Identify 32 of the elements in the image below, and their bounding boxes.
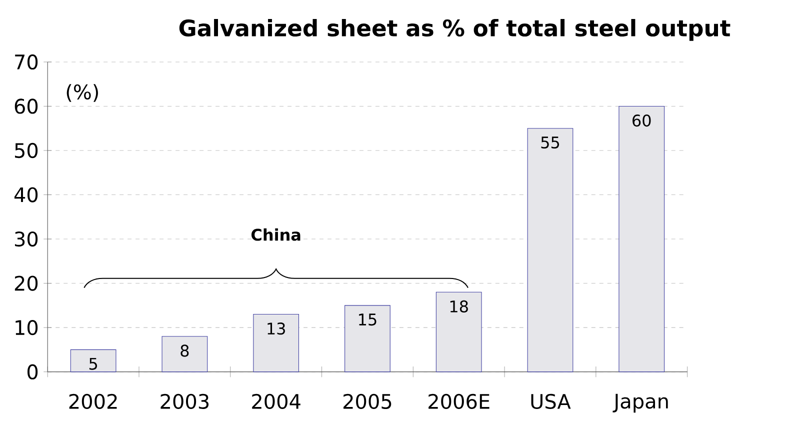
x-tick-label: 2006E (428, 394, 490, 410)
annotation: China (251, 228, 300, 241)
chart-title: Galvanized sheet as % of total steel output (179, 19, 730, 42)
y-tick-label: 10 (16, 320, 38, 336)
y-tick-label: 30 (14, 232, 38, 247)
bar (70, 350, 116, 372)
data-label: 18 (450, 300, 468, 313)
data-label: 8 (180, 344, 189, 357)
y-tick-label: 40 (14, 187, 38, 202)
bar (344, 305, 390, 372)
x-tick-label: USA (531, 394, 571, 410)
y-tick-label: 0 (28, 364, 38, 380)
y-tick-label: 20 (14, 276, 38, 291)
y-tick-label: 50 (15, 143, 38, 158)
bar (436, 292, 482, 372)
x-tick-label: Japan (612, 394, 668, 413)
x-tick-label: 2005 (343, 394, 392, 410)
bar (162, 336, 208, 372)
data-label: 13 (268, 322, 285, 335)
data-label: 60 (632, 114, 651, 127)
bar (618, 106, 665, 372)
y-tick-label: 60 (14, 98, 38, 114)
x-tick-label: 2004 (252, 394, 300, 410)
bar (253, 314, 299, 372)
x-tick-label: 2003 (160, 394, 209, 410)
data-label: 5 (89, 358, 97, 370)
bar (527, 128, 574, 372)
data-label: 15 (359, 314, 376, 326)
data-label: 55 (541, 136, 560, 149)
x-tick-label: 2002 (69, 394, 117, 410)
y-tick-label: 70 (15, 54, 38, 70)
y-axis-title: (%) (66, 84, 98, 102)
